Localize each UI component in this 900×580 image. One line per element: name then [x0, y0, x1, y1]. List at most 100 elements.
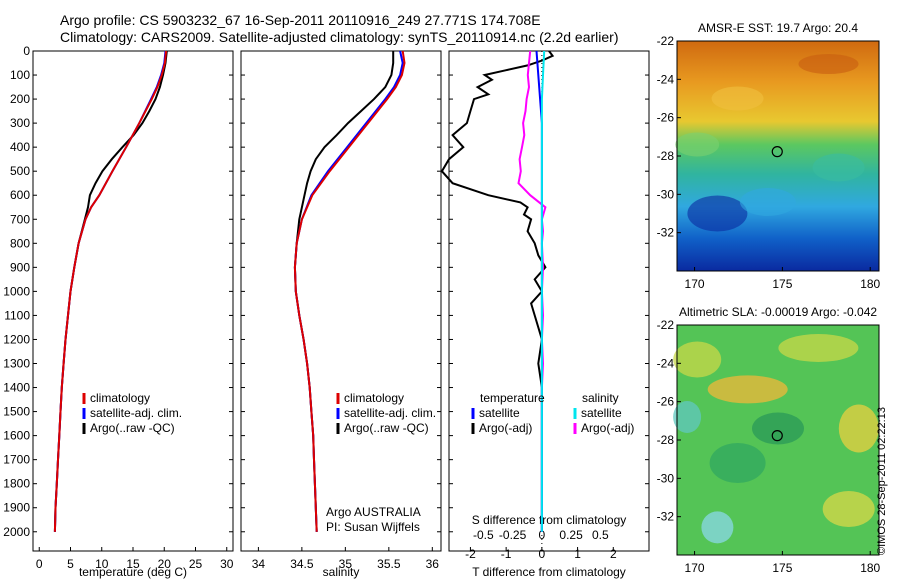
sst-map-ytick-label: -26: [657, 111, 675, 125]
sst-map-ytick-label: -32: [657, 226, 675, 240]
differences-x-axis-label: T difference from climatology: [472, 565, 626, 579]
salinity-legend-label: satellite-adj. clim.: [344, 406, 436, 420]
sst-field-patch: [739, 188, 796, 216]
salinity-plot-frame: [240, 50, 442, 552]
differences-xtick-label: -1: [501, 547, 512, 561]
depth-tick-label: 1800: [3, 477, 30, 491]
salinity-series-climatology: [293, 50, 406, 532]
depth-tick-label: 1400: [3, 381, 30, 395]
differences-sal-legend-label: satellite: [581, 406, 622, 420]
salinity-x-axis-label: salinity: [323, 565, 360, 579]
sst-field-patch: [687, 195, 748, 232]
depth-tick-label: 1500: [3, 405, 30, 419]
differences-s-tick-label: -0.25: [499, 528, 527, 542]
differences-legend-temp-title: temperature: [480, 391, 545, 405]
temperature-series-argo-raw-qc-: [53, 50, 168, 532]
temperature-legend-label: satellite-adj. clim.: [90, 406, 182, 420]
depth-tick-label: 400: [10, 140, 30, 154]
depth-tick-label: 600: [10, 188, 30, 202]
depth-tick-label: 1300: [3, 357, 30, 371]
depth-tick-label: 700: [10, 212, 30, 226]
salinity-annotation-line: Argo AUSTRALIA: [326, 505, 421, 519]
temperature-series-climatology: [53, 50, 168, 532]
temperature-xtick-label: 10: [95, 557, 109, 571]
temperature-xtick-label: 5: [67, 557, 74, 571]
differences-legend-sal-title: salinity: [582, 391, 619, 405]
sst-map-xtick-label: 175: [772, 277, 792, 291]
salinity-annotation-line: PI: Susan Wijffels: [326, 520, 420, 534]
depth-tick-label: 200: [10, 92, 30, 106]
temperature-xtick-label: 20: [158, 557, 172, 571]
sla-field-patch: [673, 341, 722, 378]
differences-top-label: S difference from climatology: [472, 513, 627, 527]
salinity-xtick-label: 34.5: [290, 557, 314, 571]
depth-tick-label: 2000: [3, 525, 30, 539]
profile-title: Argo profile: CS 5903232_67 16-Sep-2011 …: [60, 12, 541, 28]
depth-tick-label: 800: [10, 236, 30, 250]
sla-map-ytick-label: -32: [657, 510, 675, 524]
temperature-legend-label: Argo(..raw -QC): [90, 421, 175, 435]
temperature-plot-frame: [32, 50, 234, 552]
depth-tick-label: 900: [10, 260, 30, 274]
temperature-xtick-label: 30: [220, 557, 234, 571]
depth-tick-label: 0: [23, 44, 30, 58]
differences-temp-legend-label: satellite: [479, 406, 520, 420]
temperature-xtick-label: 25: [189, 557, 203, 571]
differences-s-tick-label: 0.25: [559, 528, 583, 542]
sst-map-ytick-label: -24: [657, 72, 675, 86]
temperature-legend-label: climatology: [90, 391, 150, 405]
sst-field-patch: [798, 54, 859, 74]
sla-map-ytick-label: -26: [657, 395, 675, 409]
sla-field-patch: [707, 375, 788, 404]
depth-tick-label: 1200: [3, 332, 30, 346]
differences-series-temperature-argo-adj-: [440, 50, 555, 532]
sla-field-patch: [701, 511, 734, 544]
differences-s-tick-label: 0.5: [592, 528, 609, 542]
sst-map-field: [675, 41, 879, 271]
sst-map-ytick-label: -28: [657, 149, 675, 163]
sla-map-xtick-label: 170: [685, 561, 705, 575]
sla-argo-position-marker: [771, 430, 783, 442]
differences-xtick-label: 2: [610, 547, 617, 561]
sla-field-patch: [838, 404, 879, 453]
salinity-xtick-label: 35.5: [377, 557, 401, 571]
sst-map-ytick-label: -30: [657, 187, 675, 201]
sla-map-title: Altimetric SLA: -0.00019 Argo: -0.042: [679, 305, 877, 319]
sla-field-patch: [673, 401, 702, 433]
salinity-xtick-label: 35: [339, 557, 353, 571]
sst-field-patch: [675, 132, 720, 157]
differences-temp-legend-label: Argo(-adj): [479, 421, 532, 435]
sla-map-field: [673, 325, 879, 555]
sst-map-title: AMSR-E SST: 19.7 Argo: 20.4: [698, 21, 858, 35]
temperature-xtick-label: 0: [36, 557, 43, 571]
differences-xtick-label: -2: [465, 547, 476, 561]
sla-map-ytick-label: -24: [657, 356, 675, 370]
depth-tick-label: 500: [10, 164, 30, 178]
sla-field-patch: [778, 334, 859, 362]
sla-field-patch: [752, 412, 804, 445]
depth-tick-label: 300: [10, 116, 30, 130]
sla-map-xtick-label: 180: [860, 561, 880, 575]
sst-argo-position-marker: [771, 146, 783, 158]
salinity-xtick-label: 34: [252, 557, 266, 571]
salinity-legend-label: climatology: [344, 391, 404, 405]
differences-xtick-label: 0: [539, 547, 546, 561]
differences-xtick-label: 1: [574, 547, 581, 561]
climatology-subtitle: Climatology: CARS2009. Satellite-adjuste…: [60, 29, 619, 45]
differences-s-tick-label: -0.5: [473, 528, 494, 542]
sla-map-ytick-label: -30: [657, 471, 675, 485]
sla-field-patch: [709, 443, 766, 483]
salinity-xtick-label: 36: [426, 557, 440, 571]
depth-tick-label: 1900: [3, 501, 30, 515]
depth-tick-label: 1000: [3, 284, 30, 298]
sla-map-ytick-label: -28: [657, 433, 675, 447]
sst-field-patch: [812, 153, 865, 182]
sla-field-patch: [822, 491, 875, 527]
salinity-legend-label: Argo(..raw -QC): [344, 421, 429, 435]
differences-sal-legend-label: Argo(-adj): [581, 421, 634, 435]
sst-field-patch: [711, 86, 764, 111]
salinity-series-argo-raw-qc-: [293, 51, 395, 532]
temperature-xtick-label: 15: [126, 557, 140, 571]
sla-map-ytick-label: -22: [657, 318, 675, 332]
